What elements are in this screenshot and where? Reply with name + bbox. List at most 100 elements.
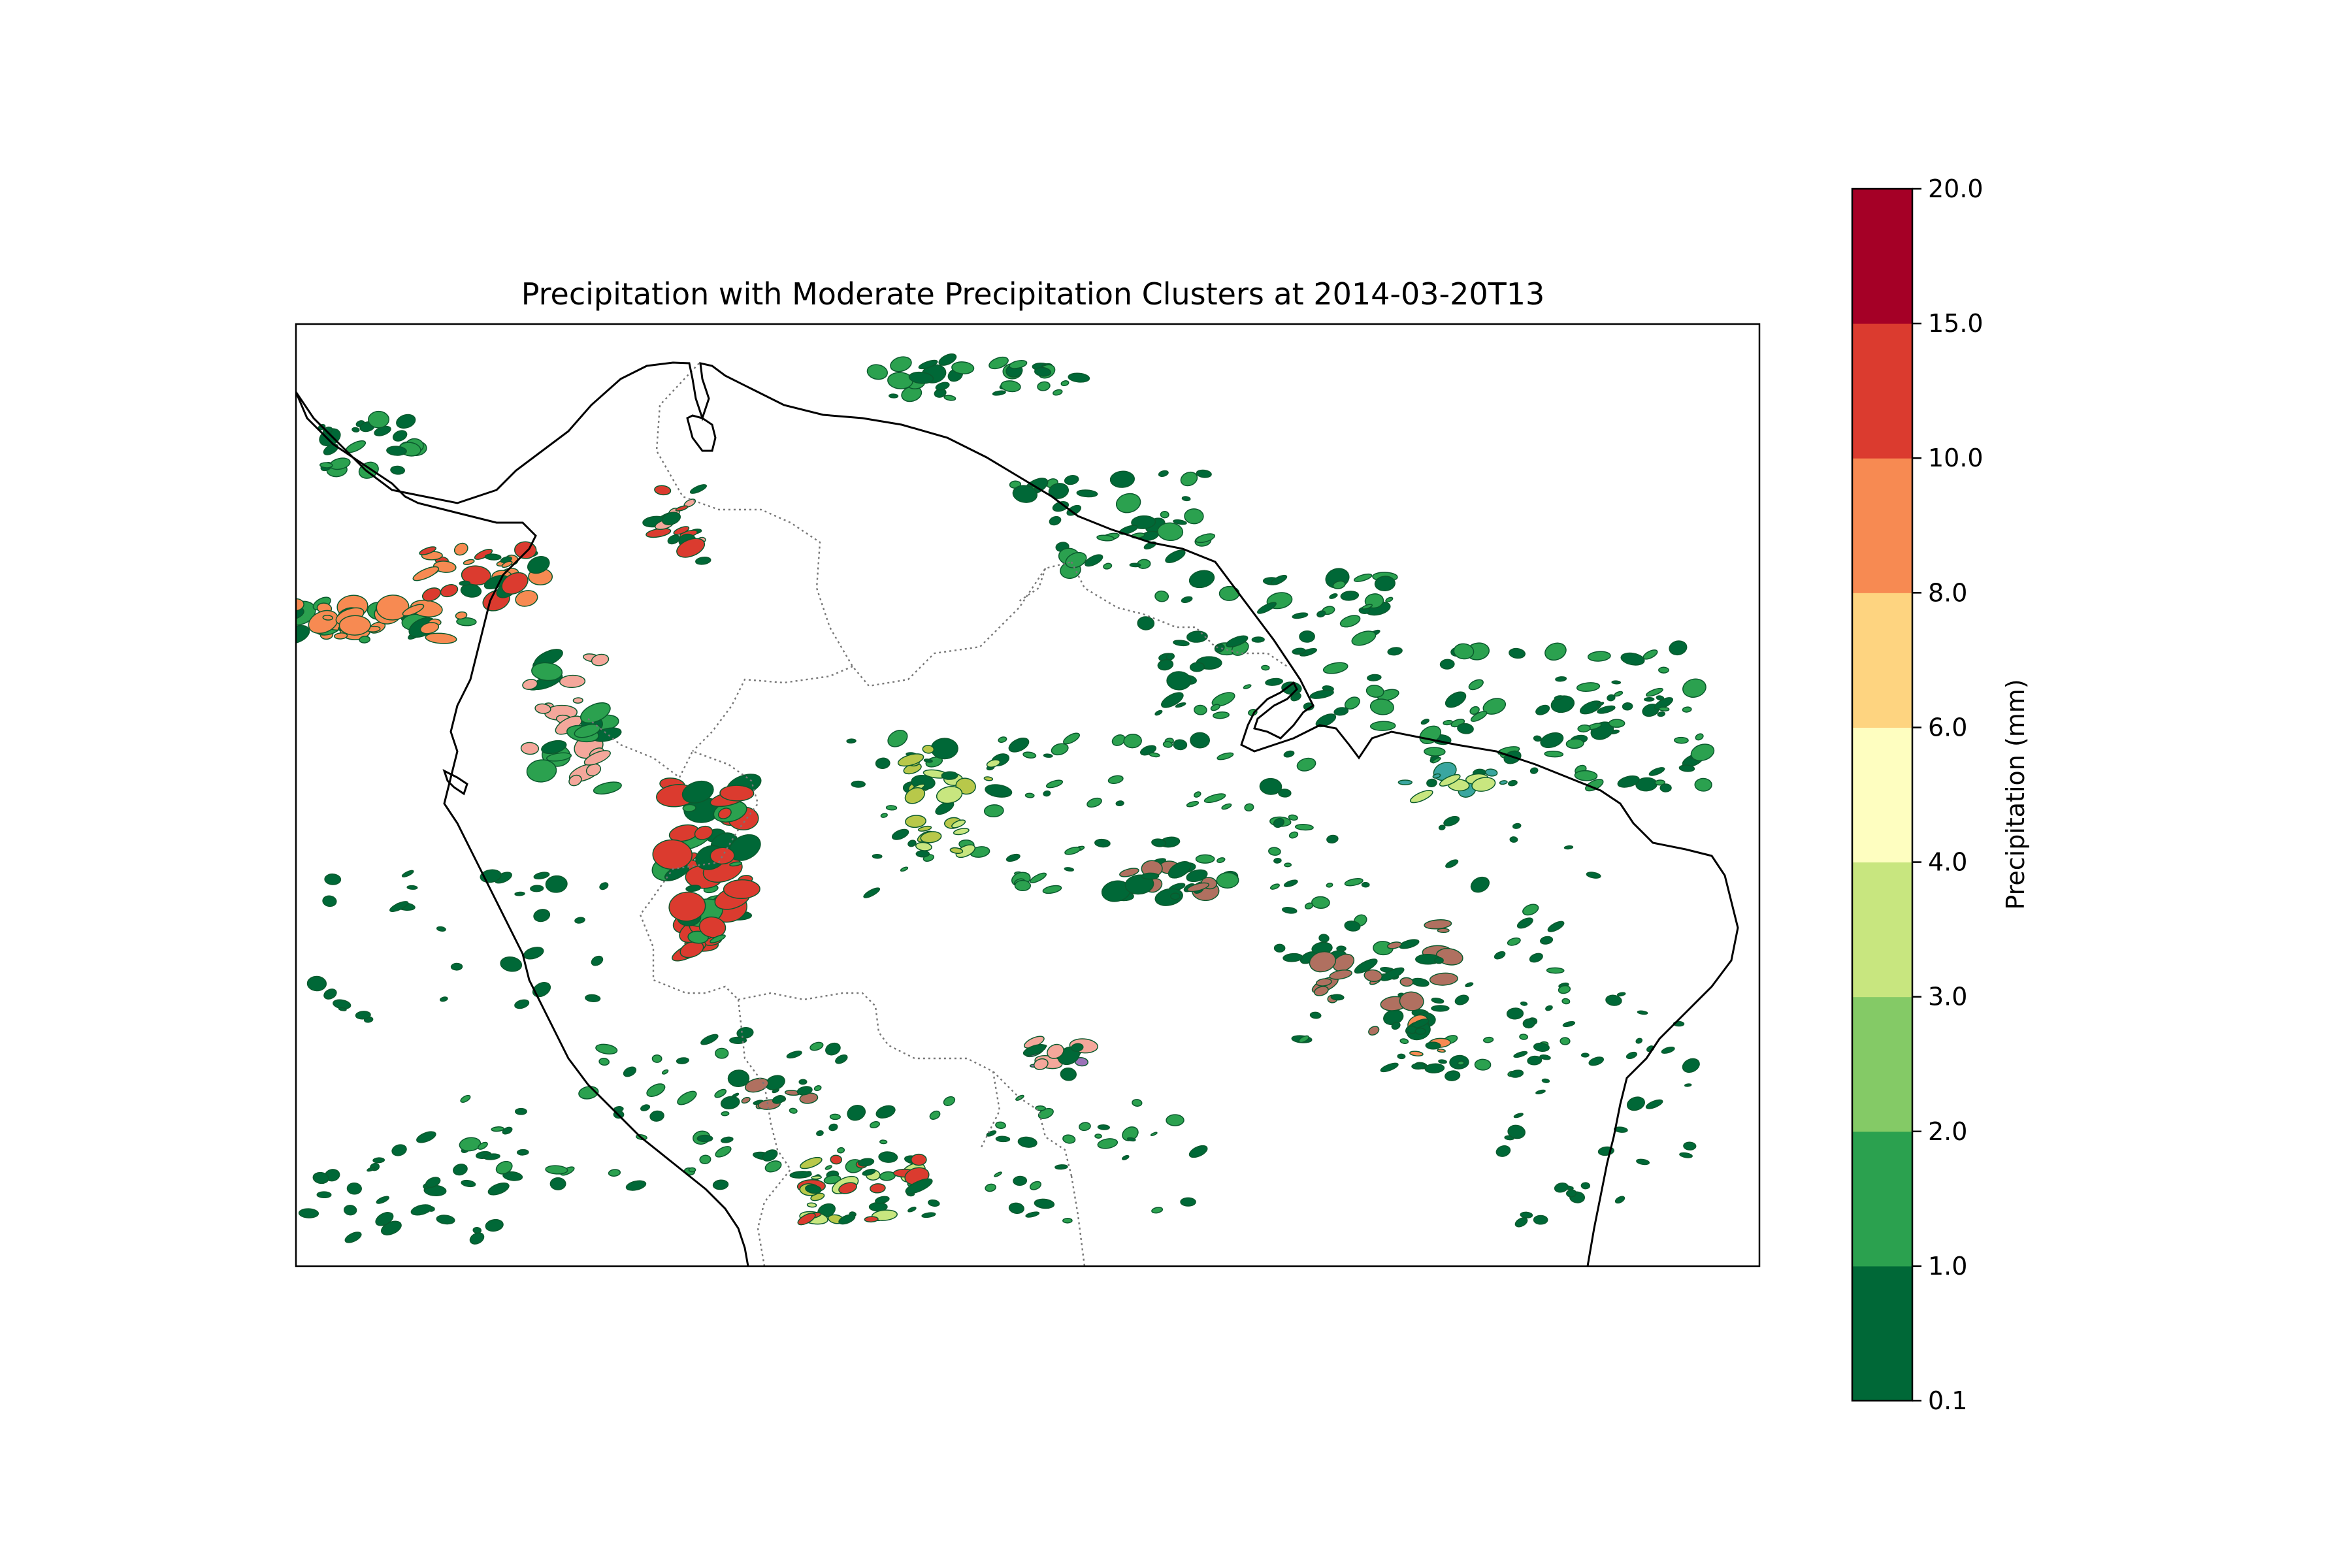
precipitation-patch — [1474, 1058, 1492, 1071]
precipitation-patch — [1679, 1152, 1693, 1158]
precipitation-patch — [1068, 372, 1090, 383]
precipitation-patch — [1029, 1181, 1041, 1190]
precipitation-patch — [546, 752, 572, 762]
precipitation-patch — [306, 975, 327, 992]
precipitation-patch — [1107, 775, 1124, 784]
precipitation-patch — [1457, 1060, 1465, 1066]
precipitation-patch — [696, 1134, 713, 1143]
precipitation-patch — [688, 1167, 696, 1173]
precipitation-patch — [514, 891, 525, 896]
colorbar-tick-label: 10.0 — [1928, 444, 1984, 472]
precipitation-patch — [623, 1066, 637, 1077]
precipitation-patch — [1215, 644, 1225, 653]
colorbar-band — [1852, 1266, 1912, 1401]
precipitation-patch — [591, 653, 610, 666]
precipitation-patch — [1535, 704, 1550, 715]
precipitation-patch — [798, 1079, 808, 1085]
precipitation-patch — [1555, 676, 1567, 682]
precipitation-patch — [1166, 653, 1175, 661]
precipitation-patch — [477, 1141, 488, 1150]
precipitation-patch — [1268, 847, 1281, 856]
precipitation-patch — [1636, 1158, 1650, 1166]
precipitation-patch — [1424, 919, 1452, 930]
precipitation-patch — [1513, 1051, 1528, 1058]
precipitation-patch — [921, 1212, 936, 1218]
colorbar-tick-label: 1.0 — [1928, 1252, 1967, 1281]
precipitation-patch — [1443, 815, 1460, 826]
precipitation-patch — [1009, 359, 1028, 369]
precipitation-patch — [661, 512, 681, 525]
precipitation-patch — [825, 1042, 841, 1056]
precipitation-patch — [682, 804, 696, 812]
precipitation-patch — [1438, 1059, 1447, 1064]
precipitation-patch — [1682, 706, 1692, 713]
precipitation-patch — [1482, 698, 1507, 715]
precipitation-patch — [998, 736, 1007, 743]
colorbar-frame — [1851, 188, 1914, 1402]
precipitation-patch — [875, 757, 890, 769]
precipitation-patch — [425, 1177, 441, 1188]
precipitation-patch — [323, 444, 339, 455]
precipitation-patch — [838, 1182, 857, 1194]
precipitation-patch — [661, 1069, 669, 1075]
precipitation-patch — [712, 1179, 729, 1190]
precipitation-patch — [935, 801, 955, 815]
precipitation-patch — [864, 1216, 879, 1223]
precipitation-patch — [654, 485, 672, 496]
precipitation-patch — [1160, 511, 1169, 519]
precipitation-patch — [866, 364, 889, 380]
precipitation-patch — [1189, 662, 1205, 672]
precipitation-patch — [715, 1146, 732, 1158]
precipitation-patch — [1030, 872, 1047, 883]
precipitation-patch — [830, 1154, 843, 1165]
precipitation-patch — [816, 1130, 824, 1137]
precipitation-patch — [1554, 695, 1564, 700]
precipitation-patch — [994, 1171, 1002, 1177]
precipitation-patch — [1294, 824, 1314, 831]
precipitation-patch — [1094, 1134, 1102, 1139]
precipitation-patch — [1673, 736, 1689, 744]
precipitation-patch — [1045, 779, 1064, 789]
precipitation-patch — [520, 742, 540, 755]
precipitation-patch — [1616, 992, 1626, 997]
precipitation-patch — [1051, 743, 1069, 756]
precipitation-patch — [727, 1070, 750, 1087]
colorbar-band — [1852, 323, 1912, 459]
precipitation-patch — [720, 1096, 740, 1110]
precipitation-patch — [1344, 921, 1361, 932]
precipitation-patch — [1330, 994, 1345, 1001]
precipitation-patch — [358, 461, 379, 479]
precipitation-patch — [721, 1111, 730, 1117]
precipitation-patch — [646, 1083, 666, 1097]
precipitation-patch — [1445, 1070, 1461, 1081]
precipitation-patch — [1042, 885, 1062, 894]
precipitation-patch — [1157, 659, 1174, 671]
precipitation-patch — [905, 815, 926, 828]
precipitation-patch — [1211, 692, 1235, 707]
precipitation-patch — [1386, 941, 1402, 949]
precipitation-patch — [789, 1171, 812, 1179]
precipitation-patch — [1507, 779, 1518, 787]
precipitation-patch — [1399, 1038, 1409, 1045]
precipitation-patch — [904, 787, 926, 804]
precipitation-patch — [1540, 732, 1564, 749]
precipitation-patch — [897, 753, 924, 767]
precipitation-patch — [319, 462, 333, 468]
precipitation-patch — [1566, 1189, 1577, 1198]
precipitation-patch — [583, 750, 611, 766]
precipitation-patch — [392, 430, 408, 442]
precipitation-patch — [1169, 892, 1181, 900]
precipitation-patch — [825, 1165, 832, 1170]
precipitation-patch — [1012, 485, 1037, 503]
precipitation-patch — [1547, 921, 1565, 932]
precipitation-patch — [1354, 958, 1378, 974]
precipitation-patch — [1181, 496, 1191, 502]
precipitation-patch — [677, 1090, 697, 1105]
precipitation-patch — [1244, 803, 1254, 812]
precipitation-patch — [1424, 747, 1446, 757]
precipitation-patch — [1131, 515, 1156, 529]
precipitation-patch — [1364, 969, 1383, 983]
precipitation-patch — [502, 1171, 523, 1181]
precipitation-patch — [568, 774, 582, 787]
precipitation-patch — [1173, 739, 1188, 751]
